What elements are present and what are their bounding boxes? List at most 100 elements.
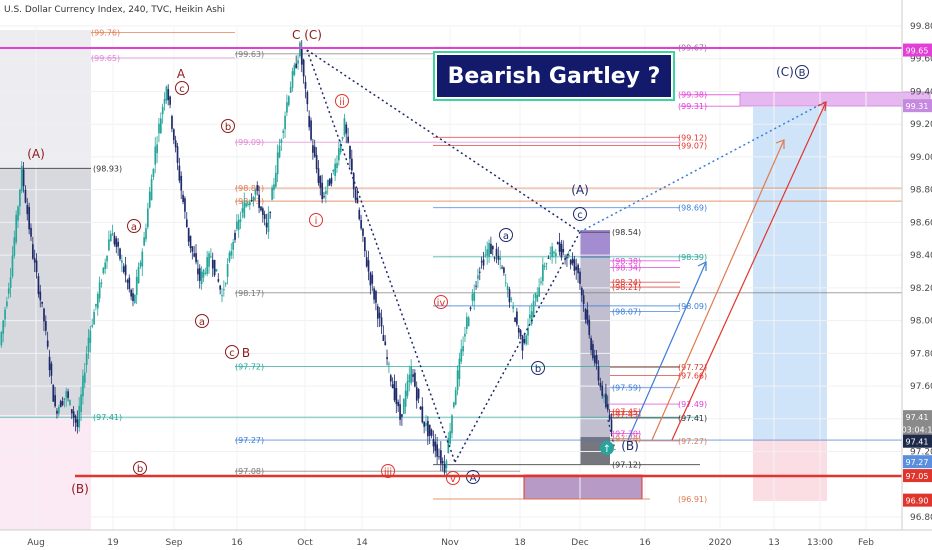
candle-body <box>605 393 607 408</box>
y-tick-label: 98.20 <box>910 284 932 294</box>
price-tag-label: 97.05 <box>906 472 929 481</box>
candle-body <box>256 185 259 191</box>
price-tag-label: 99.31 <box>906 102 929 111</box>
candle-body <box>514 317 516 322</box>
candle-body <box>185 219 188 228</box>
candle-body <box>80 394 82 413</box>
candle-body <box>263 214 266 219</box>
candle-body <box>169 96 171 105</box>
y-tick-label: 99.60 <box>910 55 932 65</box>
candle-body <box>501 267 503 269</box>
candle-body <box>484 254 487 256</box>
wave-label: (A) <box>27 147 45 161</box>
candle-body <box>595 355 598 364</box>
candle-body <box>567 254 570 257</box>
candle-body <box>37 276 40 295</box>
candle-body <box>241 208 244 213</box>
candle-body <box>219 285 222 290</box>
candle-body <box>35 260 38 273</box>
candle-body <box>7 288 10 294</box>
bottom-zone-box <box>523 474 643 500</box>
candle-body <box>555 253 557 257</box>
candle-body <box>465 317 468 329</box>
candle-body <box>163 98 166 104</box>
candle-body <box>538 287 541 297</box>
candle-body <box>295 63 298 69</box>
x-tick-label: 18 <box>514 538 526 548</box>
candle-body <box>145 228 147 240</box>
wave-line-c-to-v <box>306 49 456 463</box>
candle-body <box>376 306 379 319</box>
candle-body <box>249 202 251 206</box>
candle-body <box>380 317 383 327</box>
candle-body <box>161 106 164 115</box>
candle-body <box>590 338 592 351</box>
candle-body <box>338 148 340 161</box>
wave-label: b <box>137 464 143 475</box>
level-label: (96.91) <box>678 495 707 504</box>
y-tick-label: 99.00 <box>910 153 932 163</box>
candle-body <box>245 204 247 207</box>
candle-body <box>87 337 90 352</box>
candle-body <box>430 429 433 436</box>
candle-body <box>447 437 450 454</box>
candle-body <box>156 144 158 154</box>
wave-label: (C) <box>776 65 794 79</box>
price-axis[interactable]: 99.80 99.60 99.40 99.20 99.00 98.80 98.60 98.40… <box>910 22 932 523</box>
candle-body <box>551 246 553 257</box>
candle-body <box>527 327 529 336</box>
candle-body <box>230 250 233 256</box>
level-label: (99.12) <box>678 133 707 142</box>
candle-body <box>323 196 325 198</box>
time-axis[interactable]: Aug 19 Sep 16 Oct 14 Nov 18 Dec 16 2020 13 13:00 Feb <box>27 538 874 548</box>
candle-body <box>306 92 309 105</box>
level-label: (97.43) <box>612 411 641 420</box>
candle-body <box>154 146 157 165</box>
level-label: (97.28) <box>612 434 641 443</box>
candle-body <box>480 261 483 263</box>
fib-levels: (99.76)(99.65)(99.63)(99.67)(99.38)(99.3… <box>0 29 902 504</box>
candle-body <box>326 179 329 187</box>
wave-line-a-to-c <box>454 231 581 463</box>
candle-body <box>213 259 216 276</box>
candle-body <box>59 401 62 408</box>
level-label: (98.81) <box>235 184 264 193</box>
candle-body <box>319 176 322 188</box>
candle-body <box>171 116 173 129</box>
candle-body <box>347 136 349 143</box>
candle-body <box>247 203 249 206</box>
candle-body <box>41 301 43 304</box>
candle-body <box>13 237 16 256</box>
candle-body <box>436 444 439 457</box>
up-arrow-badge[interactable] <box>600 441 614 455</box>
candle-body <box>334 163 337 177</box>
candle-body <box>391 384 394 389</box>
candle-body <box>395 387 398 405</box>
candle-body <box>4 309 6 320</box>
price-tag-bg <box>903 434 932 448</box>
wave-label: iv <box>437 298 446 309</box>
level-label: (98.54) <box>612 228 641 237</box>
candle-body <box>397 401 400 407</box>
candle-body <box>72 411 75 418</box>
candle-body <box>20 165 23 192</box>
candle-body <box>388 363 390 365</box>
projection-arrow-orange <box>651 139 785 441</box>
candle-body <box>592 344 594 359</box>
x-tick-label: 19 <box>107 538 119 548</box>
candle-body <box>260 206 262 211</box>
candle-body <box>67 391 69 398</box>
chart-title: Bearish Gartley ? <box>448 64 661 89</box>
wave-label: c <box>229 348 235 359</box>
candle-body <box>599 382 602 387</box>
candle-body <box>54 395 56 407</box>
level-label: (98.93) <box>93 164 122 173</box>
candle-body <box>98 282 101 299</box>
candle-body <box>412 374 414 377</box>
candle-body <box>321 182 324 200</box>
candle-body <box>139 262 142 267</box>
candle-body <box>529 314 531 319</box>
candle-body <box>137 266 140 284</box>
